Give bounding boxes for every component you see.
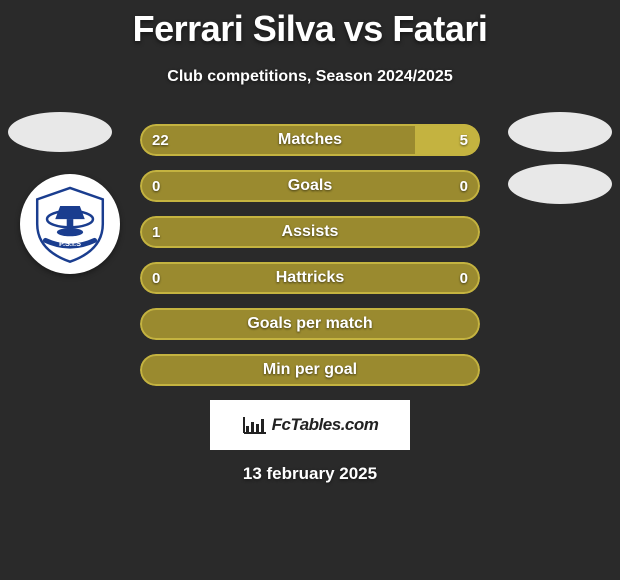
stat-label: Matches [140, 124, 480, 156]
stat-value-left: 22 [152, 124, 169, 156]
stat-row: Assists1 [140, 216, 480, 248]
stat-label: Assists [140, 216, 480, 248]
stat-label: Min per goal [140, 354, 480, 386]
bar-chart-icon [242, 415, 268, 435]
branding-box: FcTables.com [210, 400, 410, 450]
stat-row: Matches22 5 [140, 124, 480, 156]
comparison-subtitle: Club competitions, Season 2024/2025 [0, 68, 620, 86]
stat-value-right: 0 [460, 170, 468, 202]
stat-row: Hattricks0 0 [140, 262, 480, 294]
player-right-avatar-placeholder-2 [508, 164, 612, 204]
stat-label: Hattricks [140, 262, 480, 294]
stat-value-left: 0 [152, 262, 160, 294]
stat-row: Min per goal [140, 354, 480, 386]
stat-row: Goals per match [140, 308, 480, 340]
stat-value-left: 0 [152, 170, 160, 202]
team-logo-left: P.S.I.S [20, 174, 120, 274]
comparison-chart: P.S.I.S Matches225Goals00Assists1Hattric… [0, 124, 620, 386]
stat-value-left: 1 [152, 216, 160, 248]
svg-text:P.S.I.S: P.S.I.S [59, 239, 81, 248]
stat-row: Goals0 0 [140, 170, 480, 202]
stat-value-right: 0 [460, 262, 468, 294]
branding-text: FcTables.com [272, 415, 379, 435]
stat-value-right: 5 [460, 124, 468, 156]
player-left-avatar-placeholder [8, 112, 112, 152]
comparison-bars-container: Matches225Goals00Assists1Hattricks00Goal… [140, 124, 480, 386]
player-right-avatar-placeholder-1 [508, 112, 612, 152]
stat-label: Goals per match [140, 308, 480, 340]
stat-label: Goals [140, 170, 480, 202]
footer-date: 13 february 2025 [0, 464, 620, 484]
psis-logo-icon: P.S.I.S [29, 183, 111, 265]
comparison-title: Ferrari Silva vs Fatari [0, 0, 620, 50]
